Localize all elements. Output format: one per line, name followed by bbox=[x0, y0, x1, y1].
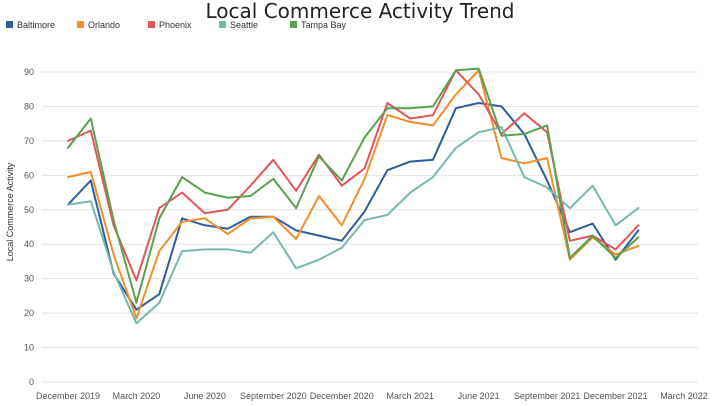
x-tick-label: June 2021 bbox=[458, 391, 500, 401]
x-tick-label: December 2020 bbox=[310, 391, 374, 401]
legend-swatch bbox=[290, 21, 297, 28]
y-tick-label: 40 bbox=[24, 239, 34, 249]
y-tick-label: 10 bbox=[24, 343, 34, 353]
y-axis-ticks: 0 10 20 30 40 50 60 70 80 90 bbox=[24, 67, 34, 387]
legend-swatch bbox=[77, 21, 84, 28]
x-tick-label: March 2020 bbox=[113, 391, 161, 401]
y-tick-label: 20 bbox=[24, 308, 34, 318]
x-tick-label: September 2020 bbox=[240, 391, 307, 401]
y-tick-label: 0 bbox=[29, 377, 34, 387]
legend-label: Orlando bbox=[88, 20, 120, 30]
series-line-baltimore bbox=[67, 102, 640, 311]
x-tick-label: June 2020 bbox=[184, 391, 226, 401]
x-tick-label: December 2019 bbox=[36, 391, 100, 401]
series-lines bbox=[67, 67, 640, 325]
legend-label: Phoenix bbox=[159, 20, 192, 30]
y-tick-label: 50 bbox=[24, 205, 34, 215]
legend: Baltimore Orlando Phoenix Seattle Tampa Bay bbox=[6, 20, 347, 30]
y-tick-label: 80 bbox=[24, 101, 34, 111]
x-tick-label: March 2021 bbox=[386, 391, 434, 401]
series-line-seattle bbox=[67, 126, 640, 325]
y-tick-label: 60 bbox=[24, 170, 34, 180]
y-tick-label: 90 bbox=[24, 67, 34, 77]
y-tick-label: 70 bbox=[24, 136, 34, 146]
y-axis-label: Local Commerce Activity bbox=[5, 162, 15, 261]
x-tick-label: March 2022 bbox=[660, 391, 708, 401]
legend-swatch bbox=[6, 21, 13, 28]
legend-label: Seattle bbox=[230, 20, 258, 30]
legend-label: Baltimore bbox=[17, 20, 55, 30]
x-tick-label: September 2021 bbox=[514, 391, 581, 401]
x-tick-label: December 2021 bbox=[584, 391, 648, 401]
gridlines bbox=[42, 71, 698, 383]
series-line-orlando bbox=[67, 69, 640, 320]
x-axis-ticks: December 2019 March 2020 June 2020 Septembe… bbox=[36, 391, 708, 401]
series-line-tampa-bay bbox=[67, 67, 640, 304]
y-tick-label: 30 bbox=[24, 274, 34, 284]
series-line-phoenix bbox=[67, 69, 640, 282]
legend-swatch bbox=[148, 21, 155, 28]
chart-title: Local Commerce Activity Trend bbox=[206, 0, 515, 23]
legend-swatch bbox=[219, 21, 226, 28]
legend-label: Tampa Bay bbox=[301, 20, 347, 30]
